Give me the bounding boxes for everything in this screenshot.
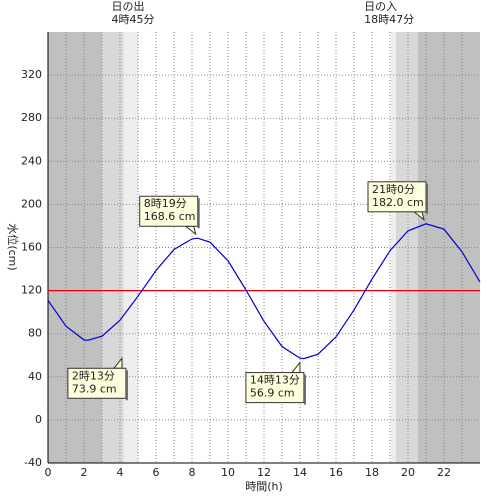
callout-shadow [426, 183, 428, 214]
y-tick-label: 80 [28, 327, 42, 340]
callout-text: 56.9 cm [250, 387, 295, 400]
callout-text: 14時13分 [250, 374, 300, 387]
y-tick-label: 0 [35, 413, 42, 426]
x-tick-label: 2 [81, 466, 88, 479]
x-tick-label: 10 [221, 466, 235, 479]
callout-text: 21時0分 [372, 183, 415, 196]
x-tick-label: 14 [293, 466, 307, 479]
tide-line [47, 223, 481, 360]
callout-box [245, 372, 305, 404]
x-tick-label: 0 [45, 466, 52, 479]
callout-text: 182.0 cm [372, 196, 424, 209]
callout-text: 2時13分 [72, 369, 115, 382]
night-band [123, 32, 138, 463]
y-tick-label: 160 [21, 241, 42, 254]
sunset-label: 日の入 [364, 0, 397, 13]
x-tick-label: 22 [437, 466, 451, 479]
callout-shadow [303, 374, 306, 405]
y-tick-label: 240 [21, 154, 42, 167]
x-axis-label: 時間(h) [245, 480, 283, 493]
y-tick-label: 40 [28, 370, 42, 383]
y-tick-label: 280 [21, 111, 42, 124]
callout-shadow [125, 370, 128, 401]
x-tick-label: 6 [153, 466, 160, 479]
callout-box [367, 181, 427, 213]
y-tick-label: 120 [21, 284, 42, 297]
night-band [395, 32, 418, 463]
x-tick-label: 12 [257, 466, 271, 479]
y-axis-label: 水位(cm) [6, 223, 20, 270]
sunrise-label: 4時45分 [112, 13, 155, 26]
x-tick-label: 16 [329, 466, 343, 479]
callout-text: 8時19分 [144, 197, 187, 210]
callout-shadow [197, 198, 200, 229]
y-tick-label: 200 [21, 197, 42, 210]
callout-text: 73.9 cm [72, 382, 117, 395]
x-tick-label: 4 [117, 466, 124, 479]
sunrise-label: 日の出 [112, 0, 145, 13]
x-tick-label: 8 [189, 466, 196, 479]
y-tick-label: -40 [24, 456, 42, 469]
callout-text: 168.6 cm [144, 210, 196, 223]
callout-box [67, 367, 127, 399]
night-band [417, 32, 480, 463]
x-tick-label: 18 [365, 466, 379, 479]
x-tick-label: 20 [401, 466, 415, 479]
sunset-label: 18時47分 [364, 13, 414, 26]
callout-box [139, 195, 199, 227]
y-tick-label: 320 [21, 68, 42, 81]
night-band [102, 32, 124, 463]
